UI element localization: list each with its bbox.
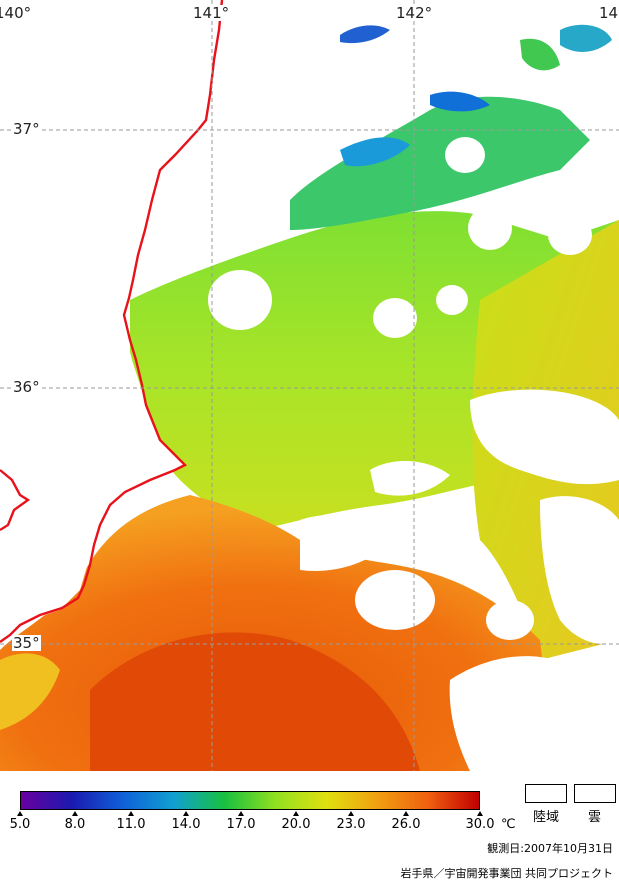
land-label: 陸域 [533,810,560,825]
colorbar-tick [72,811,78,816]
colorbar-tick [348,811,354,816]
colorbar-tick [128,811,134,816]
sst-cold-patch [560,24,612,52]
cloud-mask [0,0,619,771]
lat-label-35: 35° [12,634,41,652]
land-honshu [0,0,222,640]
coastline [0,0,224,643]
sst-cold-patch [340,137,410,167]
sst-cold-patch [340,25,390,44]
sst-cold-patch [520,38,560,71]
lat-label-36: 36° [12,378,41,396]
sst-cold-patch [430,91,490,112]
colorbar-tick-label: 23.0 [336,817,366,832]
graticule [0,0,619,771]
colorbar-tick-label: 20.0 [281,817,311,832]
colorbar-tick-label: 11.0 [116,817,146,832]
lon-label-141: 141° [192,4,231,22]
land-swatch [525,784,567,803]
sst-warm-core [90,632,420,771]
colorbar-tick [238,811,244,816]
colorbar-tick-label: 14.0 [171,817,201,832]
colorbar-tick [183,811,189,816]
colorbar-tick [477,811,483,816]
colorbar-tick [17,811,23,816]
credit-line: 岩手県／宇宙開発事業団 共同プロジェクト [400,867,614,880]
colorbar-tick-label: 5.0 [9,817,31,832]
lon-label-142: 142° [395,4,434,22]
observation-date: 観測日:2007年10月31日 [487,842,613,855]
colorbar-tick [403,811,409,816]
sea-surface-temperature-map [0,0,619,771]
temperature-colorbar [20,791,480,810]
legend: 5.0 8.0 11.0 14.0 17.0 20.0 23.0 26.0 30… [0,771,619,881]
cloud-swatch [574,784,616,803]
colorbar-tick-label: 8.0 [64,817,86,832]
lon-label-140: 140° [0,5,33,21]
coastline-lake [0,469,31,532]
colorbar-tick-label: 17.0 [226,817,256,832]
temperature-unit: ℃ [501,817,516,832]
cloud-label: 雲 [588,810,602,825]
lon-label-143: 143° [598,5,619,21]
colorbar-tick-label: 26.0 [391,817,421,832]
lat-label-37: 37° [12,120,41,138]
colorbar-tick [293,811,299,816]
colorbar-tick-label: 30.0 [465,817,495,832]
sst-coastal-yellow [0,653,60,730]
